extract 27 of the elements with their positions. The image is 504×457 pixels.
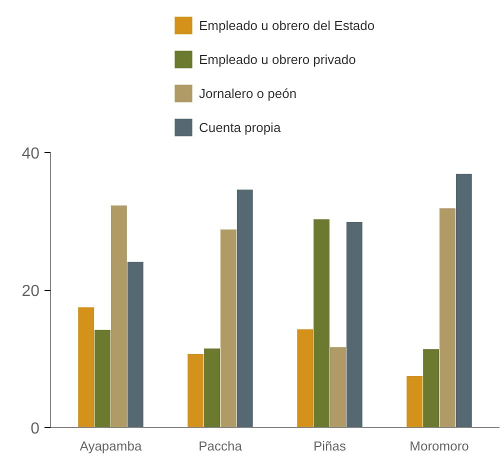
legend-label: Jornalero o peón [199,86,297,100]
y-tick-label: 40 [22,146,40,162]
bar [406,376,423,428]
bar [330,347,346,428]
bar [236,190,253,428]
bar [188,354,204,428]
x-tick-label: Ayapamba [80,438,142,454]
legend-label: Empleado u obrero privado [199,52,356,66]
bar [456,174,472,428]
bar [204,348,220,428]
bar [440,208,456,428]
y-tick-label: 20 [22,283,40,300]
bar [423,349,440,428]
bar [314,219,330,428]
legend-label: Empleado u obrero del Estado [199,18,375,32]
bar [220,230,236,428]
bar [78,307,94,428]
legend-label: Cuenta propia [199,120,281,134]
x-tick-label: Piñas [313,438,347,454]
x-tick-label: Paccha [198,438,243,454]
bar [297,329,314,428]
bar [127,262,144,428]
bar [346,222,362,428]
bar [110,205,127,428]
y-tick-label: 0 [30,420,40,438]
x-tick-label: Moromoro [410,438,469,454]
bar [94,330,110,428]
